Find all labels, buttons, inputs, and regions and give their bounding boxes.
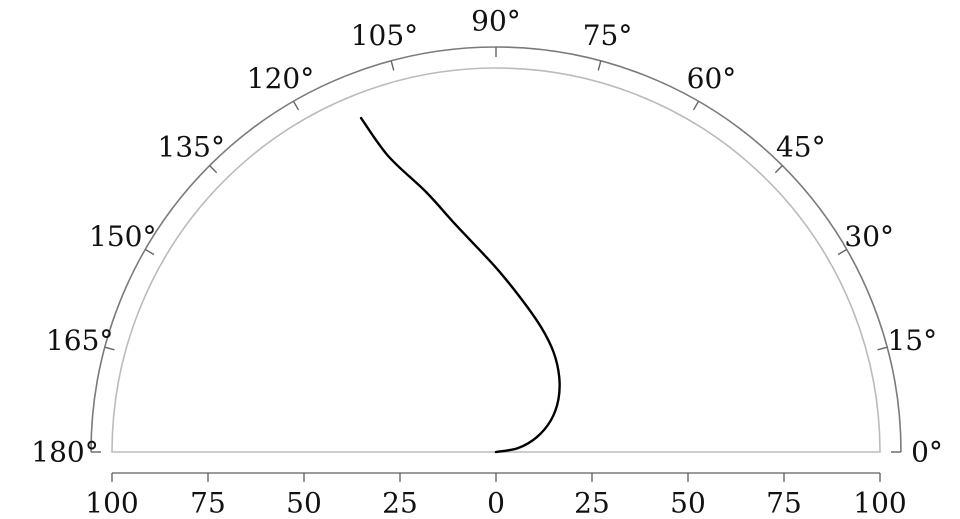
radial-tick-label: 75 bbox=[766, 487, 802, 519]
angle-tick bbox=[292, 100, 300, 111]
series-line bbox=[359, 116, 561, 454]
polar-frame bbox=[90, 46, 902, 453]
radial-tick-label: 25 bbox=[574, 487, 610, 519]
angle-tick bbox=[692, 100, 700, 111]
angle-tick bbox=[837, 248, 848, 256]
outer-frame-arc bbox=[90, 46, 902, 453]
angle-tick bbox=[877, 346, 888, 351]
radial-tick-label: 50 bbox=[286, 487, 322, 519]
angle-tick-label: 165° bbox=[46, 324, 113, 357]
angle-tick bbox=[774, 165, 783, 174]
angle-tick-label: 105° bbox=[351, 19, 418, 52]
angle-tick-label: 150° bbox=[89, 220, 156, 253]
angle-tick bbox=[209, 165, 218, 174]
angle-tick-label: 75° bbox=[583, 19, 633, 52]
angle-tick-label: 120° bbox=[247, 62, 314, 95]
angle-tick bbox=[144, 248, 155, 256]
inner-boundary bbox=[111, 67, 881, 453]
angle-tick-label: 0° bbox=[911, 436, 943, 469]
radial-tick-label: 50 bbox=[670, 487, 706, 519]
radial-tick-label: 100 bbox=[853, 487, 906, 519]
angle-tick-label: 30° bbox=[844, 220, 894, 253]
radial-tick-label: 0 bbox=[487, 487, 505, 519]
radial-tick-label: 75 bbox=[190, 487, 226, 519]
angle-axis: 0° 15° 30° 45° 60° 75° 90° 105° 120° 135° 150° 165°… bbox=[31, 5, 943, 469]
series-layer bbox=[359, 116, 561, 454]
angle-tick-label: 15° bbox=[887, 324, 937, 357]
angle-tick bbox=[104, 346, 115, 351]
angle-tick-label: 180° bbox=[31, 436, 98, 469]
angle-tick-label: 60° bbox=[687, 62, 737, 95]
angle-tick bbox=[390, 60, 395, 71]
angle-tick bbox=[597, 60, 602, 71]
radial-tick-label: 25 bbox=[382, 487, 418, 519]
radial-tick-label: 100 bbox=[85, 487, 138, 519]
radial-axis: 100 75 50 25 0 25 50 75 100 bbox=[85, 472, 907, 519]
angle-tick-label: 135° bbox=[158, 131, 225, 164]
angle-tick-label: 90° bbox=[471, 5, 521, 38]
angle-tick-label: 45° bbox=[776, 131, 826, 164]
